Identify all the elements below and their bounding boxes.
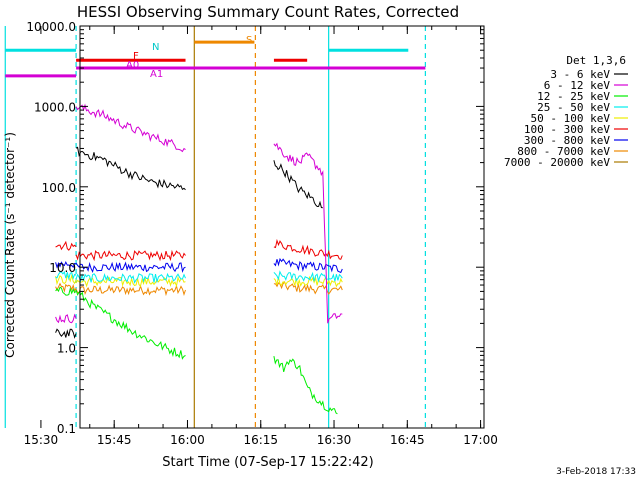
series-line [75, 249, 186, 262]
legend-label: 800 - 7000 keV [517, 145, 610, 158]
legend-title: Det 1,3,6 [566, 54, 626, 67]
x-tick-label: 15:30 [24, 433, 59, 447]
flag-label-a0: A0 [126, 60, 139, 71]
series-line [75, 272, 186, 284]
series-line [55, 261, 77, 269]
y-axis-label: Corrected Count Rate (s⁻¹ detector⁻¹) [3, 132, 17, 358]
y-tick-label: 10.0 [49, 261, 76, 275]
series-line [75, 275, 186, 288]
series-line [55, 313, 77, 324]
plot-frame [79, 25, 485, 429]
series-line [273, 281, 343, 295]
x-axis: 15:30 15:45 16:00 16:15 16:30 16:45 17:00 [24, 26, 498, 447]
x-tick-label: 15:45 [97, 433, 132, 447]
legend-label: 300 - 800 keV [524, 134, 610, 147]
series-line [55, 286, 77, 296]
legend-label: 100 - 300 keV [524, 123, 610, 136]
series-line [273, 356, 338, 415]
legend-label: 25 - 50 keV [537, 101, 610, 114]
flag-label-f: F [133, 51, 139, 62]
series-line [273, 142, 343, 324]
series-line [55, 240, 77, 251]
x-tick-label: 16:45 [390, 433, 425, 447]
series-line [75, 289, 186, 360]
x-axis-label: Start Time (07-Sep-17 15:22:42) [162, 455, 373, 470]
series-line [75, 146, 186, 191]
series-line [273, 257, 343, 274]
series-line [273, 160, 323, 209]
y-axis: 10000.0 1000.0 100.0 10.0 1.0 0.1 [26, 20, 484, 436]
x-tick-label: 16:30 [317, 433, 352, 447]
legend-label: 50 - 100 keV [531, 112, 611, 125]
series-line [75, 103, 186, 153]
y-tick-label: 100.0 [42, 181, 76, 195]
flag-label-n: N [152, 42, 159, 53]
flag-label-s: S [246, 35, 252, 46]
x-tick-label: 16:15 [243, 433, 278, 447]
y-tick-label: 0.1 [57, 422, 76, 436]
y-tick-label: 1.0 [57, 342, 76, 356]
series-line [55, 328, 77, 339]
series-line [273, 275, 343, 288]
series-line [273, 270, 343, 283]
series-line [55, 270, 77, 281]
x-tick-label: 16:00 [170, 433, 205, 447]
y-tick-label: 1000.0 [34, 100, 76, 114]
legend-label: 3 - 6 keV [550, 68, 610, 81]
chart-title: HESSI Observing Summary Count Rates, Cor… [77, 3, 459, 21]
series-line [55, 282, 77, 293]
timestamp: 3-Feb-2018 17:33 [556, 467, 636, 477]
series-line [55, 273, 77, 286]
plot-area: N S FA0 A1 [4, 26, 426, 428]
axis-frame [79, 25, 485, 429]
flag-label-a1: A1 [150, 69, 163, 80]
series-line [75, 284, 186, 297]
y-tick-label: 10000.0 [26, 20, 76, 34]
series-line [273, 238, 343, 260]
legend-label: 7000 - 20000 keV [504, 156, 610, 169]
legend-label: 6 - 12 keV [544, 79, 611, 92]
series-line [75, 261, 186, 273]
x-tick-label: 17:00 [463, 433, 498, 447]
legend-label: 12 - 25 keV [537, 90, 610, 103]
